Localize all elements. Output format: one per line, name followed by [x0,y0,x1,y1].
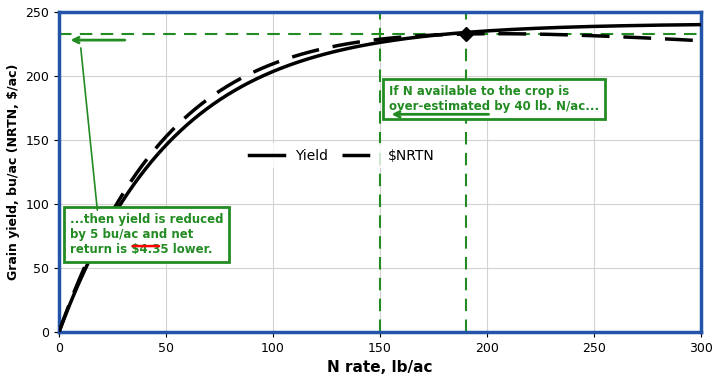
$NRTN [697,39,706,43]
Y-axis label: Grain yield, bu/ac (NRTN, $/ac): Grain yield, bu/ac (NRTN, $/ac) [7,64,20,280]
$NRTN [492,31,501,36]
X-axis label: N rate, lb/ac: N rate, lb/ac [328,360,433,375]
Yield [495,28,504,32]
Yield [120,196,129,200]
Line: Yield: Yield [59,24,701,332]
Text: If N available to the crop is
over-estimated by 40 lb. N/ac...: If N available to the crop is over-estim… [389,85,599,113]
Yield [55,330,63,334]
$NRTN [120,189,129,193]
Yield [567,25,575,29]
Line: $NRTN: $NRTN [59,34,701,332]
$NRTN [338,42,346,47]
Legend: Yield, $NRTN: Yield, $NRTN [243,143,440,168]
$NRTN [315,47,323,52]
Text: ...then yield is reduced
by 5 bu/ac and net
return is $4.35 lower.: ...then yield is reduced by 5 bu/ac and … [70,213,223,256]
Yield [697,22,706,27]
Yield [338,47,346,52]
Yield [315,53,323,58]
$NRTN [55,330,63,334]
$NRTN [556,32,564,37]
$NRTN [567,33,576,37]
Yield [555,25,564,30]
$NRTN [496,31,505,36]
